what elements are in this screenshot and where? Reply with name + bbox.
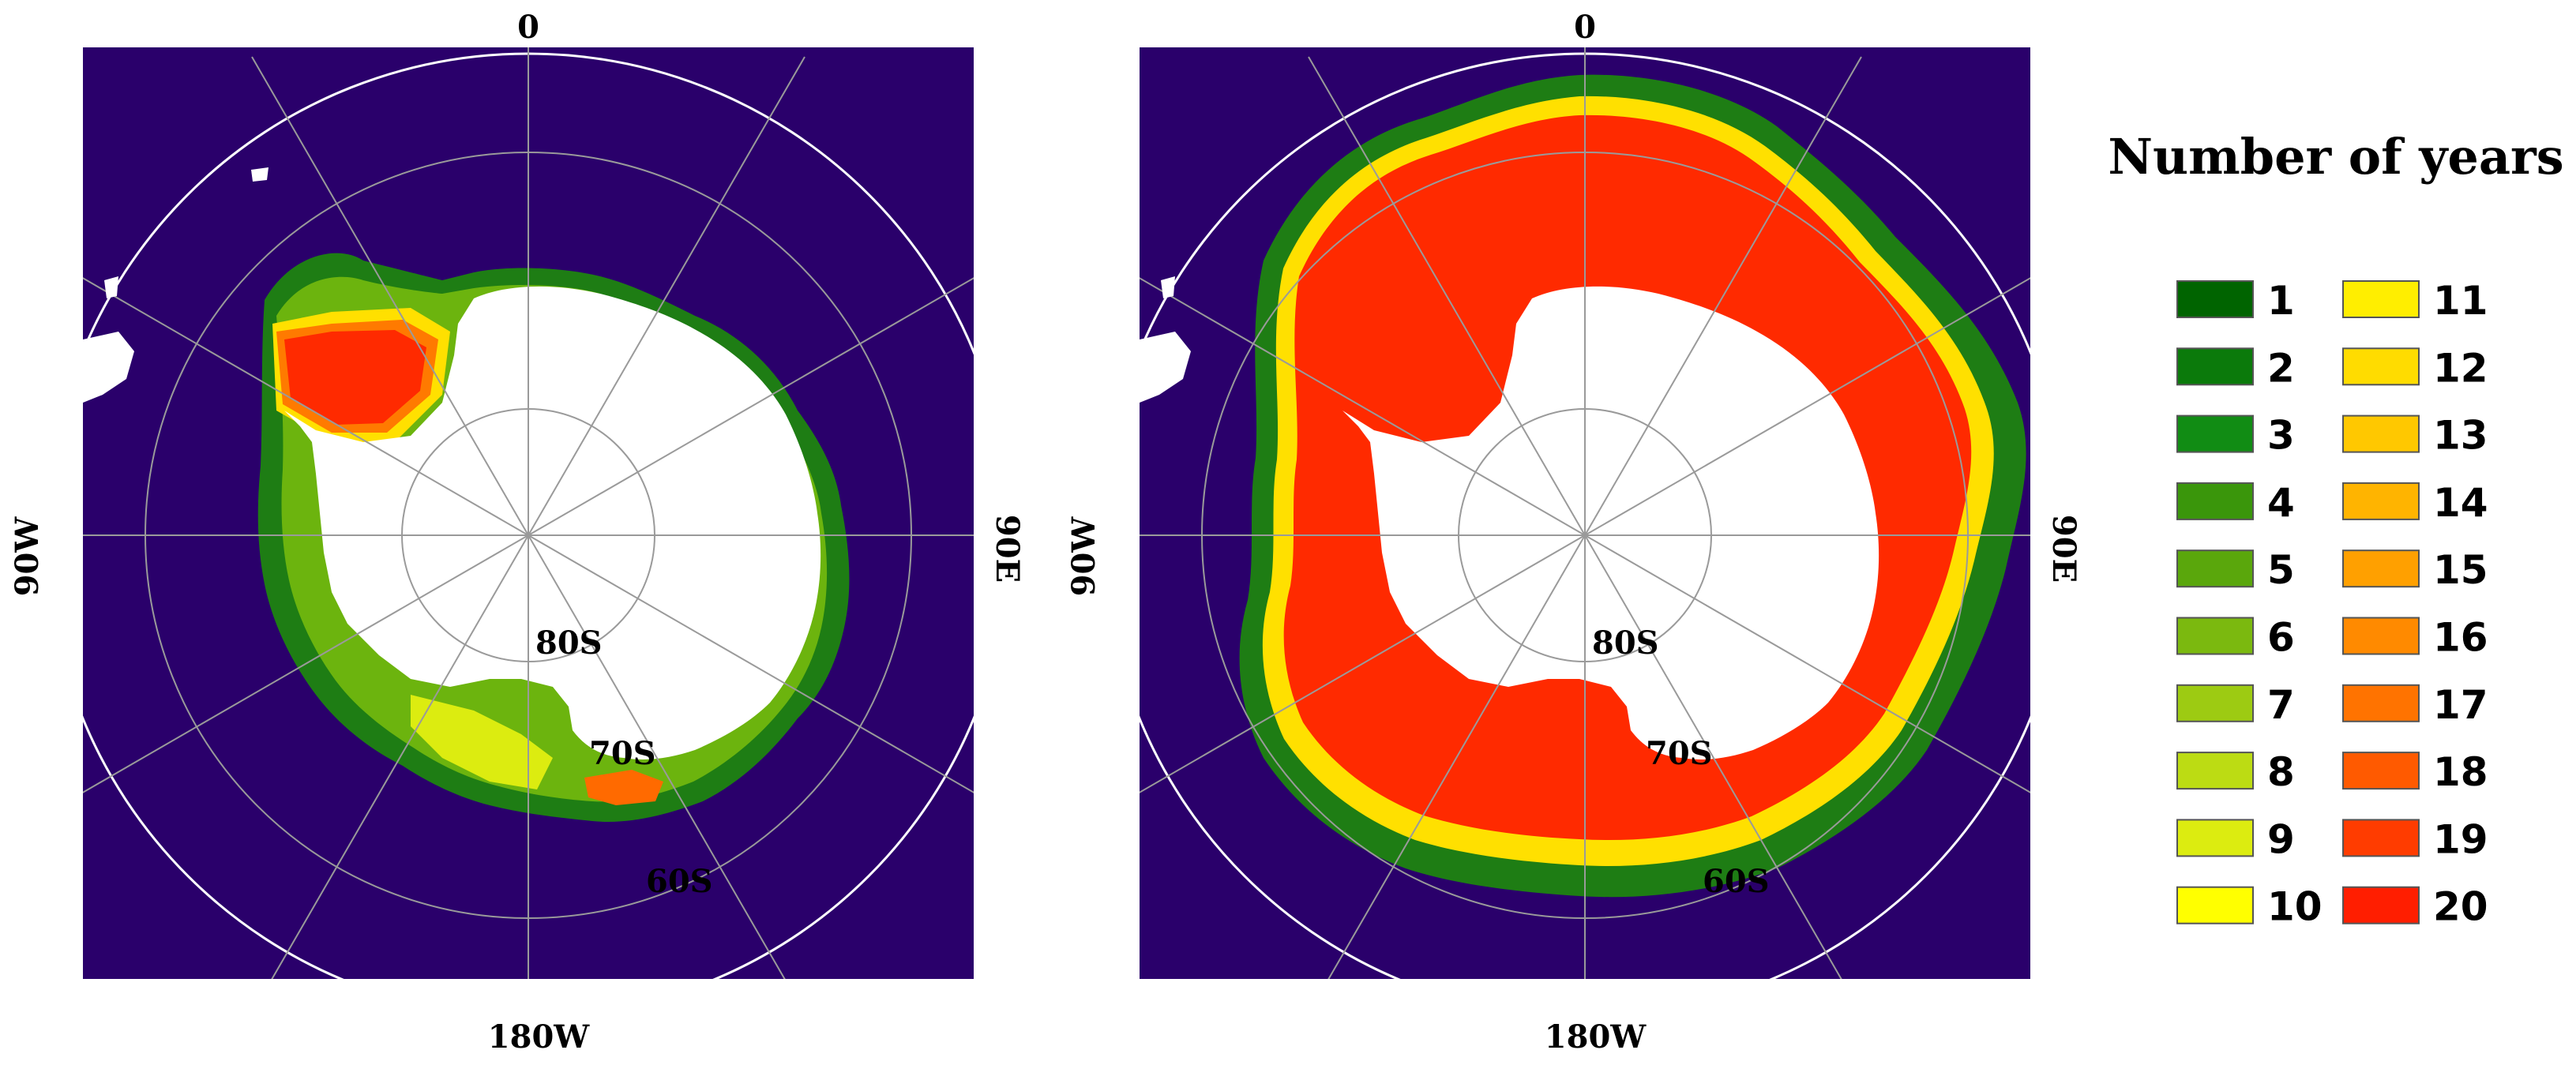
legend-label-10: 10 (2267, 884, 2323, 930)
legend-swatch-1 (2176, 280, 2254, 318)
label-180w: 180W (1545, 1018, 1647, 1056)
legend: Number of years 123456789101112131415161… (2108, 128, 2563, 930)
legend-label-4: 4 (2267, 480, 2295, 526)
legend-label-12: 12 (2433, 345, 2488, 391)
legend-swatch-5 (2176, 549, 2254, 588)
label-180w: 180W (488, 1018, 590, 1056)
graticule (83, 47, 974, 979)
legend-swatch-3 (2176, 414, 2254, 453)
legend-swatch-19 (2342, 819, 2420, 857)
legend-label-2: 2 (2267, 345, 2295, 391)
legend-title: Number of years (2108, 128, 2563, 186)
legend-label-13: 13 (2433, 413, 2488, 459)
label-70s: 70S (1646, 735, 1713, 772)
legend-swatch-20 (2342, 886, 2420, 924)
label-90e: 90E (2045, 515, 2082, 583)
map-panel-left: 0 180W 90W 90E 80S 70S 60S (9, 9, 1026, 1056)
antarctica-continent (1342, 286, 1879, 759)
legend-label-1: 1 (2267, 278, 2295, 324)
legend-label-8: 8 (2267, 749, 2295, 795)
label-80s: 80S (535, 624, 603, 662)
legend-swatch-10 (2176, 886, 2254, 924)
legend-swatch-2 (2176, 347, 2254, 386)
label-90e: 90E (989, 515, 1026, 583)
legend-swatch-11 (2342, 280, 2420, 318)
legend-swatch-8 (2176, 752, 2254, 790)
islands (1140, 276, 1191, 403)
legend-label-20: 20 (2433, 884, 2488, 930)
legend-label-19: 19 (2433, 816, 2488, 862)
legend-swatch-6 (2176, 617, 2254, 655)
label-90w: 90W (1065, 516, 1102, 597)
legend-label-16: 16 (2433, 615, 2488, 661)
legend-swatch-9 (2176, 819, 2254, 857)
legend-swatch-4 (2176, 482, 2254, 520)
legend-swatch-7 (2176, 684, 2254, 722)
legend-label-11: 11 (2433, 278, 2488, 324)
label-90w: 90W (9, 516, 46, 597)
legend-swatch-16 (2342, 617, 2420, 655)
legend-swatch-17 (2342, 684, 2420, 722)
legend-swatch-15 (2342, 549, 2420, 588)
legend-label-5: 5 (2267, 547, 2295, 593)
legend-label-18: 18 (2433, 749, 2488, 795)
antarctica-continent (284, 286, 821, 759)
legend-label-3: 3 (2267, 413, 2295, 459)
legend-label-9: 9 (2267, 816, 2295, 862)
legend-swatch-14 (2342, 482, 2420, 520)
label-60s: 60S (646, 863, 713, 900)
islands (83, 167, 268, 403)
label-70s: 70S (589, 735, 656, 772)
legend-label-17: 17 (2433, 682, 2488, 728)
graticule (1140, 47, 2030, 979)
legend-swatch-12 (2342, 347, 2420, 386)
label-0: 0 (1574, 9, 1596, 46)
legend-label-15: 15 (2433, 547, 2488, 593)
legend-label-6: 6 (2267, 615, 2295, 661)
legend-swatch-18 (2342, 752, 2420, 790)
legend-swatch-13 (2342, 414, 2420, 453)
label-0: 0 (517, 9, 539, 46)
map-panel-right: 0 180W 90W 90E 80S 70S 60S (1065, 9, 2082, 1056)
legend-label-7: 7 (2267, 682, 2295, 728)
label-80s: 80S (1592, 624, 1659, 662)
label-60s: 60S (1703, 863, 1770, 900)
legend-label-14: 14 (2433, 480, 2488, 526)
